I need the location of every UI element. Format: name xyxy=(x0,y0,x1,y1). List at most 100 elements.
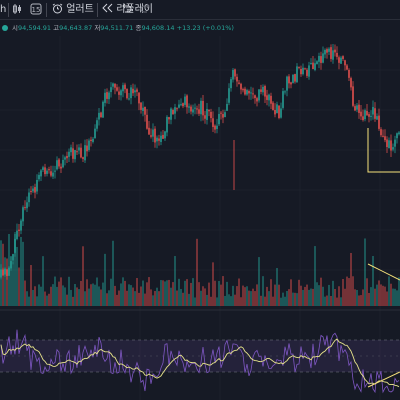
volume-bar-up xyxy=(40,286,42,306)
volume-bar-up xyxy=(98,286,100,306)
volume-bar-down xyxy=(118,290,120,306)
volume-bar-down xyxy=(330,295,332,306)
volume-bar-down xyxy=(278,284,280,306)
candle-body-down xyxy=(132,88,134,94)
alert-button[interactable]: 얼러트 xyxy=(52,2,94,18)
candle-body-up xyxy=(228,88,230,103)
candle-body-down xyxy=(58,159,60,167)
volume-bar-down xyxy=(270,279,272,306)
volume-bar-up xyxy=(36,296,38,306)
candle-body-up xyxy=(370,115,372,117)
candle-body-up xyxy=(340,57,342,64)
volume-bar-up xyxy=(216,297,218,306)
volume-bar-down xyxy=(240,297,242,306)
volume-bar-up xyxy=(282,292,284,306)
volume-bar-up xyxy=(314,246,316,306)
candle-body-down xyxy=(368,114,370,117)
candle-body-up xyxy=(314,63,316,70)
volume-bar-down xyxy=(354,289,356,306)
candle-body-down xyxy=(168,117,170,120)
candle-body-up xyxy=(328,48,330,52)
candle-body-up xyxy=(282,91,284,108)
volume-bar-up xyxy=(38,284,40,306)
volume-bar-down xyxy=(304,286,306,306)
candle-body-up xyxy=(310,62,312,65)
candle-body-up xyxy=(394,139,396,147)
candle-body-up xyxy=(318,55,320,62)
candle-body-down xyxy=(330,47,332,59)
candle-body-down xyxy=(274,109,276,115)
volume-bar-down xyxy=(312,288,314,306)
candle-body-up xyxy=(246,90,248,95)
volume-bar-up xyxy=(324,296,326,306)
volume-bar-down xyxy=(350,252,352,306)
candlestick-icon xyxy=(13,4,21,14)
candle-body-down xyxy=(338,57,340,63)
volume-bar-up xyxy=(332,280,334,306)
volume-bar-up xyxy=(120,283,122,306)
high-value: 94,643.87 xyxy=(59,24,93,32)
candle-body-down xyxy=(138,92,140,104)
volume-bar-down xyxy=(148,277,150,306)
volume-bar-up xyxy=(280,297,282,306)
candle-body-down xyxy=(86,145,88,152)
candle-body-down xyxy=(306,69,308,76)
candle-body-up xyxy=(178,104,180,108)
volume-bar-up xyxy=(142,280,144,306)
volume-bar-up xyxy=(370,287,372,306)
volume-bar-down xyxy=(378,280,380,306)
volume-bar-up xyxy=(284,296,286,306)
candle-body-down xyxy=(344,60,346,66)
timeframe-left-fragment[interactable]: h xyxy=(0,4,7,15)
candle-body-up xyxy=(134,90,136,93)
candle-body-down xyxy=(124,84,126,90)
candle-body-up xyxy=(364,110,366,120)
candle-body-up xyxy=(42,167,44,170)
candle-body-up xyxy=(216,125,218,129)
volume-bar-up xyxy=(54,276,56,306)
volume-bar-down xyxy=(72,296,74,306)
chart-style-icon[interactable] xyxy=(12,2,22,18)
candle-body-up xyxy=(376,116,378,120)
indicators-button[interactable]: 15 xyxy=(30,2,42,18)
volume-bar-up xyxy=(68,276,70,306)
candle-body-up xyxy=(38,174,40,180)
candle-body-up xyxy=(392,147,394,150)
redo-button[interactable] xyxy=(140,2,152,18)
volume-bar-down xyxy=(150,289,152,306)
volume-bar-up xyxy=(16,246,18,306)
volume-bar-up xyxy=(340,297,342,306)
candle-body-up xyxy=(128,98,130,100)
volume-bar-down xyxy=(242,285,244,306)
candle-body-up xyxy=(322,53,324,63)
volume-bar-down xyxy=(334,288,336,306)
candle-body-up xyxy=(268,94,270,101)
candle-body-down xyxy=(90,139,92,142)
volume-bar-up xyxy=(112,240,114,306)
candle-body-down xyxy=(220,112,222,114)
volume-bar-down xyxy=(48,293,50,306)
candle-body-down xyxy=(140,102,142,110)
candle-body-down xyxy=(24,207,26,209)
candle-body-down xyxy=(198,109,200,114)
candle-body-up xyxy=(122,85,124,92)
volume-bar-up xyxy=(10,255,12,306)
candle-body-up xyxy=(276,104,278,114)
volume-bar-up xyxy=(42,256,44,306)
candle-body-down xyxy=(238,82,240,84)
volume-bar-down xyxy=(368,292,370,306)
high-label: 고 xyxy=(53,24,60,32)
candle-body-up xyxy=(142,107,144,112)
volume-bar-down xyxy=(238,278,240,306)
volume-bar-down xyxy=(256,284,258,306)
replay-button[interactable]: 리플레이 xyxy=(102,2,153,18)
undo-button[interactable] xyxy=(120,2,132,18)
volume-bar-up xyxy=(394,288,396,306)
volume-trendline xyxy=(367,263,400,281)
candle-body-up xyxy=(286,76,288,91)
candle-body-up xyxy=(296,66,298,83)
volume-bar-up xyxy=(84,291,86,306)
volume-bar-up xyxy=(96,277,98,306)
